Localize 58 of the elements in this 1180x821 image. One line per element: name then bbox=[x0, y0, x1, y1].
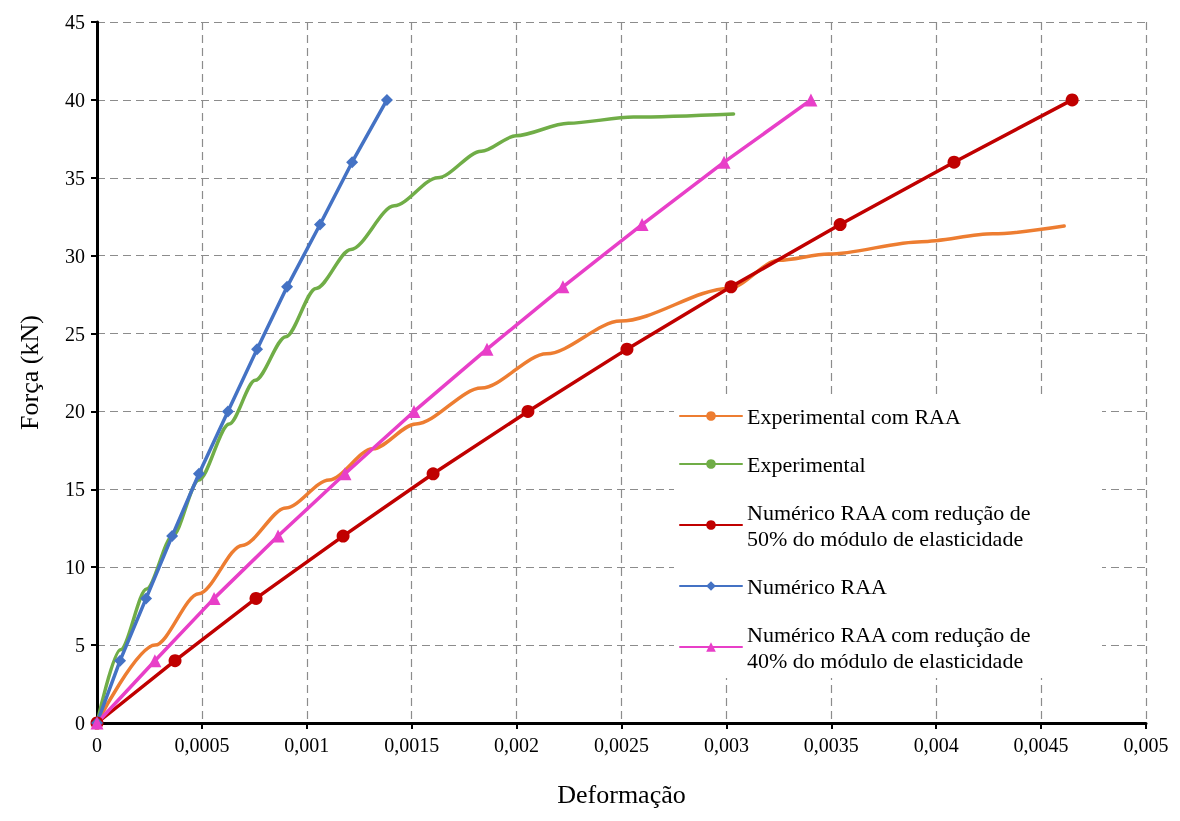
point bbox=[346, 156, 359, 169]
y-tick-label: 10 bbox=[65, 556, 85, 579]
point bbox=[480, 342, 494, 356]
point bbox=[166, 530, 179, 543]
point bbox=[336, 529, 350, 543]
point bbox=[114, 654, 127, 667]
point bbox=[314, 218, 327, 231]
x-tick-label: 0,0015 bbox=[384, 734, 440, 756]
y-tick-label: 35 bbox=[65, 166, 85, 189]
point bbox=[192, 467, 205, 480]
point bbox=[556, 280, 570, 294]
legend-label: Numérico RAA com redução de 50% do módulo de elasticidade bbox=[747, 499, 1036, 551]
y-axis-title: Força (kN) bbox=[14, 315, 44, 430]
y-tick-label: 30 bbox=[65, 244, 85, 267]
point bbox=[833, 218, 847, 232]
y-tick-label: 40 bbox=[65, 88, 85, 111]
x-tick-label: 0,003 bbox=[703, 734, 749, 756]
point bbox=[148, 654, 162, 668]
legend-label: Numérico RAA com redução de 40% do módulo de elasticidade bbox=[747, 621, 1036, 673]
y-tick-label: 25 bbox=[65, 322, 85, 345]
y-tick-label: 5 bbox=[75, 634, 85, 657]
point bbox=[426, 467, 440, 481]
point bbox=[281, 280, 294, 293]
legend-label: Experimental com RAA bbox=[747, 403, 961, 429]
x-tick-label: 0,001 bbox=[284, 734, 330, 756]
legend-label: Numérico RAA bbox=[747, 573, 888, 599]
y-tick-label: 0 bbox=[75, 712, 85, 734]
x-tick-label: 0,005 bbox=[1123, 734, 1169, 756]
point bbox=[338, 467, 352, 481]
x-tick-label: 0,0005 bbox=[174, 734, 230, 756]
point bbox=[717, 155, 731, 169]
point bbox=[249, 591, 263, 605]
x-tick-label: 0,004 bbox=[913, 734, 959, 756]
point bbox=[635, 218, 649, 232]
point bbox=[140, 592, 153, 605]
y-tick-label: 20 bbox=[65, 400, 85, 423]
point bbox=[207, 591, 221, 605]
x-tick-label: 0 bbox=[92, 734, 102, 756]
point bbox=[168, 654, 182, 668]
x-tick-label: 0,0045 bbox=[1013, 734, 1069, 756]
legend-label: Experimental bbox=[747, 451, 866, 477]
point bbox=[380, 93, 393, 106]
x-tick-label: 0,0035 bbox=[803, 734, 859, 756]
x-tick-label: 0,0025 bbox=[594, 734, 649, 756]
point bbox=[804, 93, 818, 107]
point bbox=[221, 405, 234, 418]
y-tick-label: 45 bbox=[65, 11, 85, 33]
x-tick-label: 0,002 bbox=[494, 734, 540, 756]
point bbox=[724, 280, 738, 294]
point bbox=[620, 342, 634, 356]
point bbox=[407, 404, 421, 418]
point bbox=[521, 404, 535, 418]
point bbox=[271, 529, 285, 543]
y-tick-label: 15 bbox=[65, 478, 85, 501]
point bbox=[1065, 93, 1079, 107]
point bbox=[251, 343, 264, 356]
x-axis-title: Deformação bbox=[557, 779, 686, 809]
point bbox=[947, 155, 961, 169]
